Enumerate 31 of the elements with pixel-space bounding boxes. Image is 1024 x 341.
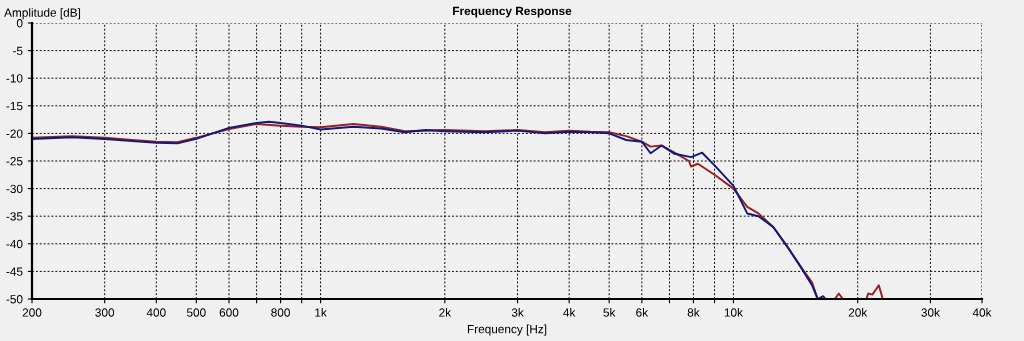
x-tick-label: 500 xyxy=(186,308,206,317)
y-tick-label: -20 xyxy=(6,129,23,138)
x-tick-label: 5k xyxy=(603,308,616,317)
x-tick-label: 300 xyxy=(95,308,115,317)
y-tick-label: -25 xyxy=(6,157,23,166)
x-tick-label: 600 xyxy=(219,308,239,317)
x-tick-label: 40k xyxy=(972,308,992,317)
x-tick-label: 200 xyxy=(22,308,42,317)
y-tick-label: -45 xyxy=(6,267,23,276)
y-tick-label: -50 xyxy=(6,295,23,304)
x-tick-label: 4k xyxy=(563,308,576,317)
y-tick-label: -35 xyxy=(6,212,23,221)
x-tick-label: 3k xyxy=(511,308,524,317)
x-axis-title: Frequency [Hz] xyxy=(467,324,547,336)
chart-title: Frequency Response xyxy=(453,6,572,18)
y-tick-label: -15 xyxy=(6,101,23,111)
x-tick-label: 800 xyxy=(271,308,290,317)
x-tick-label: 1k xyxy=(315,308,327,317)
y-tick-label: 0 xyxy=(16,19,23,28)
x-tick-label: 30k xyxy=(921,308,940,317)
y-tick-label: -5 xyxy=(13,46,23,55)
x-tick-label: 400 xyxy=(146,308,166,317)
x-tick-label: 2k xyxy=(439,308,452,317)
x-tick-label: 10k xyxy=(724,308,743,317)
x-tick-label: 6k xyxy=(636,308,649,317)
y-tick-label: -40 xyxy=(6,239,23,249)
y-axis-title: Amplitude [dB] xyxy=(4,8,81,20)
y-tick-label: -30 xyxy=(6,184,23,193)
y-tick-label: -10 xyxy=(6,74,23,83)
x-tick-label: 20k xyxy=(848,308,868,317)
x-tick-label: 8k xyxy=(687,308,700,317)
